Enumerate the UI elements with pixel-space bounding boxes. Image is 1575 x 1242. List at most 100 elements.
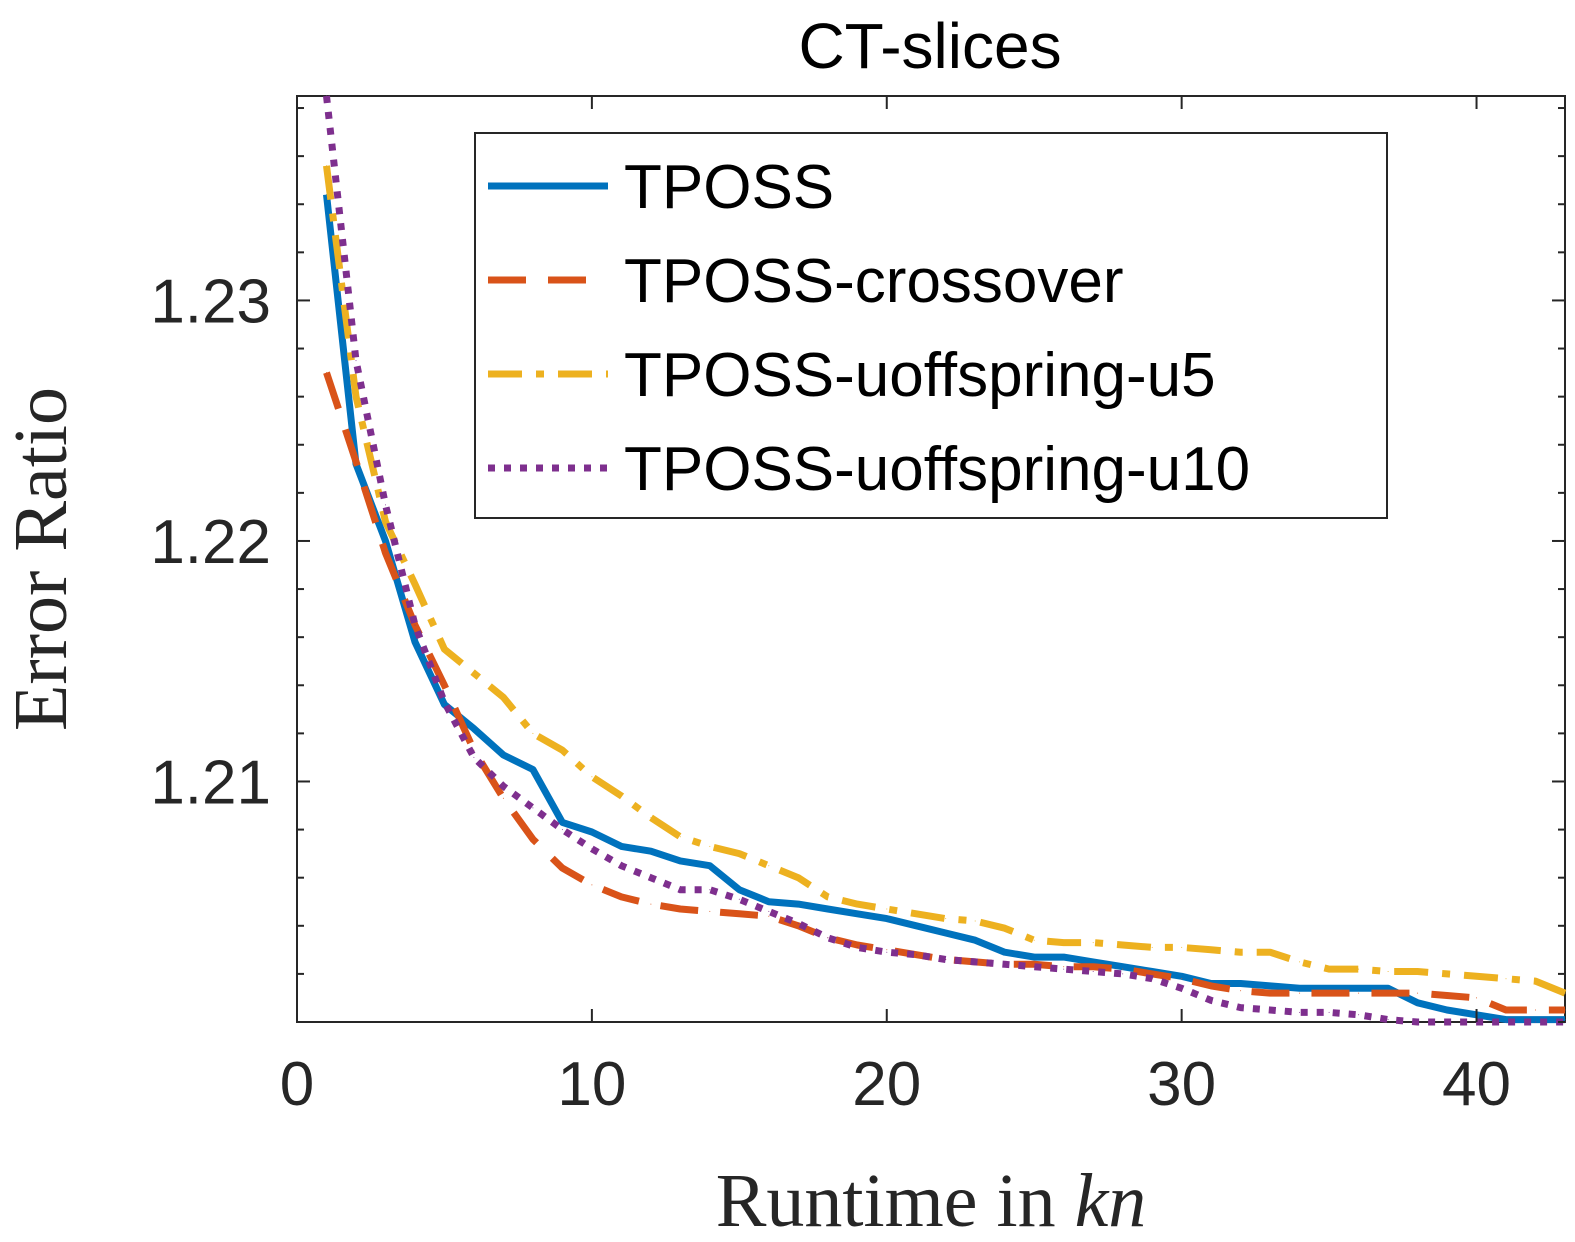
y-tick-label: 1.22	[150, 508, 271, 577]
x-tick-label: 10	[557, 1050, 626, 1119]
data-point	[1210, 949, 1212, 951]
data-point	[1063, 956, 1065, 958]
series-points-3	[326, 165, 1566, 994]
data-point	[355, 360, 357, 362]
data-point	[561, 749, 563, 751]
data-point	[1004, 951, 1006, 953]
data-point	[473, 756, 475, 758]
data-point	[1446, 973, 1448, 975]
data-point	[1151, 978, 1153, 980]
data-point	[974, 961, 976, 963]
data-point	[1358, 987, 1360, 989]
data-point	[414, 641, 416, 643]
data-point	[709, 865, 711, 867]
data-point	[1063, 968, 1065, 970]
data-point	[443, 684, 445, 686]
data-point	[1269, 951, 1271, 953]
data-point	[1033, 939, 1035, 941]
data-point	[443, 701, 445, 703]
data-point	[1269, 1009, 1271, 1011]
data-point	[1417, 992, 1419, 994]
data-point	[1476, 997, 1477, 999]
data-point	[355, 396, 357, 398]
y-tick-label: 1.21	[150, 748, 271, 817]
x-axis-label: Runtime in kn	[716, 1159, 1147, 1242]
data-point	[561, 829, 563, 831]
x-axis-label-text: Runtime in	[716, 1159, 1075, 1242]
data-point	[502, 797, 504, 799]
legend: TPOSS TPOSS-crossover TPOSS-uoffspring-u5 T…	[474, 132, 1388, 519]
data-point	[591, 884, 593, 886]
data-point	[1151, 973, 1153, 975]
data-point	[768, 865, 770, 867]
data-point	[1269, 992, 1271, 994]
data-point	[1210, 985, 1212, 987]
legend-label: TPOSS-uoffspring-u5	[624, 341, 1216, 410]
chart-title: CT-slices	[798, 10, 1061, 82]
x-tick-label: 20	[852, 1050, 921, 1119]
data-point	[591, 848, 593, 850]
data-point	[886, 951, 888, 953]
data-point	[797, 925, 799, 927]
data-point	[1535, 1019, 1536, 1021]
data-point	[443, 648, 445, 650]
data-point	[532, 769, 534, 770]
data-point	[886, 918, 888, 920]
data-point	[326, 95, 327, 97]
data-point	[915, 913, 917, 915]
data-point	[738, 913, 740, 915]
legend-item-1: TPOSS	[488, 153, 834, 222]
data-point	[1446, 1021, 1448, 1023]
data-point	[738, 889, 740, 891]
data-point	[974, 920, 976, 922]
data-point	[709, 889, 711, 891]
data-point	[1505, 1019, 1507, 1021]
data-point	[650, 817, 652, 819]
data-point	[650, 903, 652, 905]
data-point	[620, 865, 622, 867]
legend-label: TPOSS-uoffspring-u10	[624, 435, 1250, 504]
data-point	[1063, 966, 1065, 968]
data-point	[502, 696, 504, 698]
data-point	[502, 754, 504, 756]
data-point	[414, 624, 416, 626]
data-point	[679, 889, 681, 891]
data-point	[945, 959, 947, 960]
data-point	[1328, 992, 1330, 994]
x-tick-label: 30	[1147, 1050, 1216, 1119]
data-point	[1328, 1011, 1330, 1013]
data-point	[797, 903, 799, 905]
legend-items: TPOSS TPOSS-crossover TPOSS-uoffspring-u5 T…	[488, 153, 1250, 504]
data-point	[827, 908, 829, 910]
data-point	[1240, 1007, 1242, 1009]
data-point	[1299, 961, 1301, 963]
data-point	[1181, 946, 1183, 948]
data-point	[679, 860, 681, 862]
data-point	[886, 908, 888, 910]
data-point	[1476, 975, 1477, 977]
data-point	[620, 795, 622, 797]
data-point	[1181, 978, 1183, 980]
data-point	[856, 944, 858, 946]
data-point	[1033, 956, 1035, 958]
legend-item-4: TPOSS-uoffspring-u10	[488, 435, 1250, 504]
data-point	[945, 932, 947, 934]
data-point	[414, 583, 416, 585]
data-point	[385, 521, 386, 523]
data-point	[1564, 992, 1566, 994]
x-tick-label: 40	[1442, 1050, 1511, 1119]
data-point	[709, 845, 711, 847]
data-point	[591, 776, 593, 778]
data-point	[1033, 966, 1035, 968]
data-point	[1092, 966, 1094, 968]
data-point	[1092, 961, 1094, 963]
data-point	[768, 910, 770, 912]
data-point	[1240, 983, 1242, 984]
data-point	[1505, 1021, 1507, 1023]
data-point	[856, 903, 858, 905]
data-point	[1387, 971, 1389, 972]
data-point	[1210, 999, 1212, 1001]
data-point	[1299, 987, 1301, 989]
data-point	[1122, 968, 1124, 970]
